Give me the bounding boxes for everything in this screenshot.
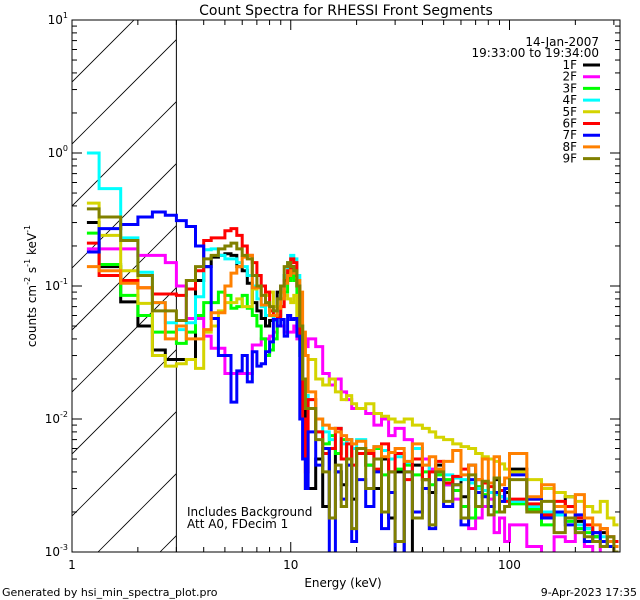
y-tick-label: 10-1 [45, 277, 68, 293]
hatched-region [72, 20, 177, 552]
x-tick-label: 100 [498, 558, 521, 572]
y-tick-exponent: 1 [63, 11, 68, 20]
y-tick-label: 100 [48, 144, 68, 160]
legend-label-1F: 1F [562, 58, 577, 72]
footer-generated-by: Generated by hsi_min_spectra_plot.pro [2, 586, 218, 599]
series-9F [86, 207, 619, 552]
y-tick-base: 10 [45, 412, 60, 426]
y-tick-exponent: 0 [63, 144, 68, 153]
legend-label-4F: 4F [562, 93, 577, 107]
y-label-text: keV [25, 232, 39, 259]
hatch-line [72, 20, 135, 83]
y-tick-base: 10 [48, 13, 63, 27]
legend-label-8F: 8F [562, 140, 577, 154]
chart-title: Count Spectra for RHESSI Front Segments [199, 3, 493, 19]
series-8F [86, 253, 619, 548]
legend-label-6F: 6F [562, 117, 577, 131]
hatch-clip [72, 20, 177, 552]
series-layer [86, 151, 619, 552]
legend-label-2F: 2F [562, 70, 577, 84]
footer-timestamp: 9-Apr-2023 17:35 [541, 586, 637, 599]
y-tick-label: 101 [48, 11, 68, 27]
legend-label-7F: 7F [562, 128, 577, 142]
hatch-line [72, 225, 177, 331]
legend-label-3F: 3F [562, 81, 577, 95]
x-tick-label: 1 [68, 558, 76, 572]
hatch-line [72, 411, 177, 517]
y-label-exponent: -1 [23, 259, 32, 267]
annotation-background: Includes Background [187, 505, 312, 519]
y-label-exponent: -2 [23, 277, 32, 285]
x-tick-label: 10 [283, 558, 298, 572]
y-label-text: counts cm [25, 285, 39, 347]
legend-time-range: 19:33:00 to 19:34:00 [472, 46, 599, 60]
y-tick-base: 10 [45, 279, 60, 293]
legend-label-5F: 5F [562, 105, 577, 119]
series-7F [86, 210, 619, 552]
legend-date: 14-Jan-2007 [525, 35, 599, 49]
y-tick-base: 10 [48, 146, 63, 160]
x-axis-label: Energy (keV) [304, 576, 381, 590]
y-tick-base: 10 [45, 545, 60, 559]
y-tick-exponent: -1 [60, 277, 68, 286]
legend-label-9F: 9F [562, 152, 577, 166]
hatch-line [72, 39, 177, 145]
y-axis-label: counts cm-2 s-1 keV-1 [23, 225, 39, 347]
annotation-attenuator: Att A0, FDecim 1 [187, 517, 288, 531]
plot-area [72, 20, 619, 552]
hatch-line [72, 101, 177, 207]
y-tick-label: 10-2 [45, 410, 68, 426]
y-label-exponent: -1 [23, 225, 32, 233]
y-label-text: s [25, 267, 39, 277]
y-tick-exponent: -3 [60, 543, 68, 552]
y-tick-label: 10-3 [45, 543, 68, 559]
y-tick-exponent: -2 [60, 410, 68, 419]
